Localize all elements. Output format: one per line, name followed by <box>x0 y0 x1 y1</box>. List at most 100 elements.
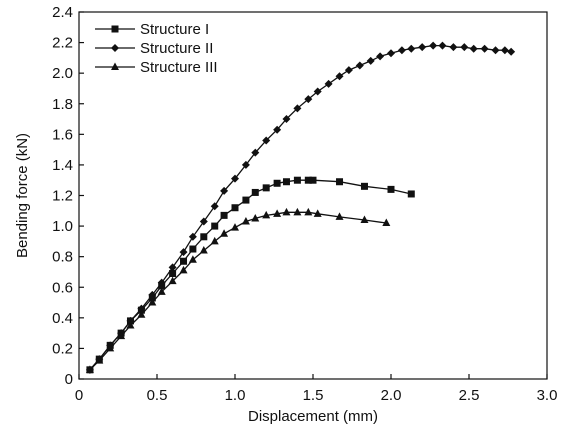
data-point <box>293 176 301 184</box>
y-axis-ticks: 0 0.2 0.4 0.6 0.8 1.0 1.2 1.4 1.6 1.8 2.0 2.2 2.4 <box>52 4 84 388</box>
data-point <box>293 207 302 216</box>
data-point <box>262 184 270 192</box>
y-tick-label: 0.8 <box>52 249 73 266</box>
data-point <box>220 229 229 237</box>
data-point <box>169 269 177 277</box>
data-point <box>168 276 177 285</box>
y-tick-label: 0.6 <box>52 279 73 296</box>
legend-label: Structure II <box>140 40 213 57</box>
y-tick-label: 0.2 <box>52 340 73 357</box>
series-3 <box>85 207 391 373</box>
data-point <box>251 148 260 157</box>
data-point <box>313 87 322 96</box>
data-point <box>210 236 219 245</box>
data-point <box>148 290 157 299</box>
data-point <box>231 204 239 212</box>
legend-item: Structure III <box>95 59 218 76</box>
data-point <box>117 331 126 340</box>
data-point <box>293 104 302 113</box>
data-point <box>231 174 239 183</box>
legend: Structure I Structure II Structure III <box>95 21 218 76</box>
data-point <box>387 185 395 193</box>
data-point <box>168 263 177 272</box>
data-point <box>407 190 415 198</box>
data-point <box>148 298 157 306</box>
legend-item: Structure I <box>95 21 209 38</box>
data-point <box>313 209 322 217</box>
data-point <box>137 310 146 318</box>
data-point <box>335 212 344 220</box>
data-point <box>360 215 369 223</box>
data-point <box>231 223 239 231</box>
data-point <box>304 95 313 104</box>
data-point <box>376 52 385 61</box>
data-point <box>449 43 458 52</box>
data-point <box>199 246 208 254</box>
data-point <box>210 202 219 211</box>
x-tick-label: 2.5 <box>459 387 480 404</box>
data-point <box>179 248 188 257</box>
data-point <box>491 46 500 55</box>
data-point <box>220 186 229 195</box>
series-2 <box>85 41 516 374</box>
data-point <box>460 43 469 52</box>
data-point <box>418 43 427 52</box>
data-point <box>304 176 312 184</box>
data-point <box>387 49 395 58</box>
data-point <box>397 46 406 55</box>
y-axis-title: Bending force (kN) <box>14 133 31 258</box>
y-tick-label: 1.0 <box>52 218 73 235</box>
data-point <box>85 365 94 373</box>
data-point <box>241 216 250 225</box>
data-point <box>382 218 391 227</box>
data-point <box>157 287 166 295</box>
data-point <box>273 125 282 134</box>
data-point <box>262 210 271 219</box>
data-point <box>273 179 281 187</box>
data-point <box>262 136 271 145</box>
x-tick-label: 0.5 <box>147 387 168 404</box>
data-point <box>199 217 208 226</box>
data-point <box>360 182 368 190</box>
data-point <box>211 222 219 230</box>
data-point <box>200 233 208 241</box>
data-point <box>157 278 166 287</box>
y-tick-label: 1.4 <box>52 157 73 174</box>
data-point <box>429 41 438 50</box>
data-point <box>282 207 291 216</box>
series-layer <box>85 41 516 374</box>
data-point <box>355 61 364 70</box>
x-axis-title: Displacement (mm) <box>248 408 378 425</box>
data-point <box>126 320 135 329</box>
data-point <box>480 44 489 53</box>
y-tick-label: 0 <box>65 371 73 388</box>
data-point <box>251 213 260 222</box>
data-point <box>180 257 188 265</box>
x-axis-ticks: 0 0.5 1.0 1.5 2.0 2.5 3.0 <box>75 374 558 404</box>
data-point <box>507 47 516 56</box>
data-point <box>95 356 104 364</box>
y-tick-label: 1.8 <box>52 96 73 113</box>
data-point <box>220 211 228 219</box>
data-point <box>469 44 478 53</box>
data-point <box>282 115 291 124</box>
data-point <box>366 56 375 65</box>
x-tick-label: 2.0 <box>381 387 402 404</box>
data-point <box>137 304 146 313</box>
data-point <box>179 265 188 274</box>
data-point <box>438 41 447 50</box>
y-tick-label: 2.0 <box>52 65 73 82</box>
data-point <box>188 232 197 241</box>
legend-marker <box>111 25 119 33</box>
legend-marker <box>111 62 119 70</box>
data-point <box>106 343 115 352</box>
x-tick-label: 1.0 <box>225 387 246 404</box>
data-point <box>344 66 353 75</box>
legend-label: Structure III <box>140 59 218 76</box>
data-point <box>335 72 344 81</box>
data-point <box>273 209 282 217</box>
y-tick-label: 0.4 <box>52 310 73 327</box>
x-tick-label: 1.5 <box>303 387 324 404</box>
legend-marker <box>111 44 119 52</box>
x-tick-label: 3.0 <box>537 387 558 404</box>
